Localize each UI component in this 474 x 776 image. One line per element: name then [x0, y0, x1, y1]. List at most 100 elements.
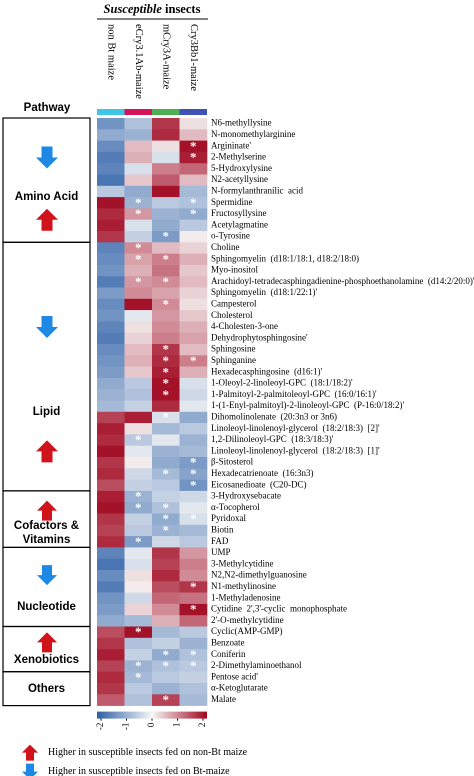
heatmap-cell	[97, 208, 125, 220]
legend-arrow	[22, 744, 38, 761]
heatmap-cell	[152, 344, 180, 356]
heatmap-cell	[97, 344, 125, 356]
heatmap-cell	[179, 400, 208, 413]
row-label: 2-Methylserine	[211, 152, 266, 162]
heatmap-cell	[97, 174, 125, 187]
significance-mark: *	[190, 477, 197, 492]
row-label: 1-Palmitoyl-2-palmitoleoyl-GPC (16:0/16:…	[211, 389, 377, 399]
heatmap-cell	[97, 377, 125, 390]
heatmap-cell	[179, 208, 208, 220]
row-label: 3-Hydroxysebacate	[211, 491, 281, 501]
column-color	[179, 109, 207, 115]
heatmap-cell	[179, 671, 208, 684]
row-label: Hexadecatrienoate (16:3n3)	[211, 468, 313, 478]
color-bar-label: -1	[121, 723, 131, 731]
pathway-label: Nucleotide	[17, 600, 76, 613]
heatmap-cell	[124, 626, 153, 639]
pathway-header: Pathway	[24, 102, 71, 114]
heatmap-cell	[124, 264, 153, 277]
heatmap-cell	[97, 637, 125, 650]
heatmap-cell	[124, 547, 153, 559]
heatmap-cell	[179, 570, 208, 582]
heatmap-cell	[179, 581, 208, 593]
heatmap-cell	[124, 344, 153, 356]
heatmap-cell	[179, 445, 208, 458]
heatmap-cell	[152, 694, 180, 706]
heatmap-cell	[152, 445, 180, 458]
heatmap-cell	[152, 411, 180, 424]
heatmap-cell	[179, 536, 208, 548]
heatmap-cell	[152, 603, 180, 616]
row-label: α-Ketoglutarate	[211, 683, 268, 693]
significance-mark: *	[163, 364, 170, 379]
heatmap-cell	[152, 615, 180, 627]
trend-arrow	[37, 500, 57, 521]
heatmap-cell	[152, 479, 180, 492]
significance-mark: *	[135, 669, 142, 684]
row-label: UMP	[211, 547, 231, 557]
significance-mark: *	[190, 206, 197, 221]
row-label: 1,2-Dilinoleoyl-GPC (18:3/18:3)'	[211, 434, 334, 444]
significance-mark: *	[135, 432, 142, 447]
heatmap-cell	[97, 502, 125, 514]
significance-mark: *	[190, 195, 197, 210]
heatmap-cell	[179, 129, 208, 141]
heatmap-cell	[97, 536, 125, 548]
heatmap-cell	[152, 219, 180, 232]
heatmap-cell	[152, 377, 180, 390]
trend-arrow	[37, 632, 57, 653]
heatmap-cell	[124, 231, 153, 243]
heatmap-cell	[124, 377, 153, 390]
row-label: Pyridoxal	[211, 513, 246, 523]
heatmap-cell	[97, 649, 125, 661]
heatmap-cell	[179, 558, 208, 571]
heatmap-cell	[124, 637, 153, 650]
significance-mark: *	[135, 489, 142, 504]
trend-arrow	[36, 316, 58, 339]
pathway-label: Xenobiotics	[13, 654, 80, 667]
heatmap-cell	[179, 513, 208, 526]
significance-mark: *	[163, 647, 170, 662]
heatmap-cell	[152, 536, 180, 548]
row-label: 3-Methylcytidine	[211, 558, 274, 568]
significance-mark: *	[190, 455, 197, 470]
heatmap-cell	[152, 231, 180, 243]
color-bar-label: -2	[95, 723, 105, 731]
heatmap-cell	[152, 140, 180, 153]
heatmap-cell	[97, 683, 125, 695]
heatmap-cell	[97, 468, 125, 480]
heatmap-cell	[152, 524, 180, 537]
heatmap-cell	[124, 479, 153, 492]
heatmap-cell	[124, 457, 153, 469]
heatmap-cell	[179, 219, 208, 232]
heatmap-cell	[124, 490, 153, 503]
significance-mark: *	[135, 240, 142, 255]
heatmap-cell	[124, 581, 153, 593]
row-label: 5-Hydroxylysine	[211, 163, 272, 173]
heatmap-cell	[179, 231, 208, 243]
row-label: Myo-inositol	[211, 265, 259, 275]
heatmap-cell	[124, 174, 153, 187]
heatmap-cell	[124, 445, 153, 458]
row-label: Dihomolinolenate (20:3n3 or 3n6)	[211, 412, 337, 422]
significance-mark: *	[190, 353, 197, 368]
pathway-box	[2, 546, 91, 628]
heatmap-cell	[124, 298, 153, 311]
heatmap-cell	[179, 174, 208, 187]
heatmap-cell	[124, 389, 153, 401]
heatmap-cell	[152, 502, 180, 514]
heatmap-cell	[97, 310, 125, 322]
title-rest: insects	[165, 2, 201, 16]
heatmap-cell	[179, 344, 208, 356]
row-label: Campesterol	[211, 299, 257, 309]
row-label: N2,N2-dimethylguanosine	[211, 570, 307, 580]
heatmap-cell	[179, 649, 208, 661]
color-bar-label: 0	[146, 722, 156, 727]
heatmap-cell	[179, 524, 208, 537]
heatmap-cell	[124, 502, 153, 514]
heatmap-cell	[179, 660, 208, 672]
heatmap-cell	[152, 253, 180, 266]
heatmap-cell	[124, 219, 153, 232]
row-label: β-Sitosterol	[211, 457, 254, 467]
